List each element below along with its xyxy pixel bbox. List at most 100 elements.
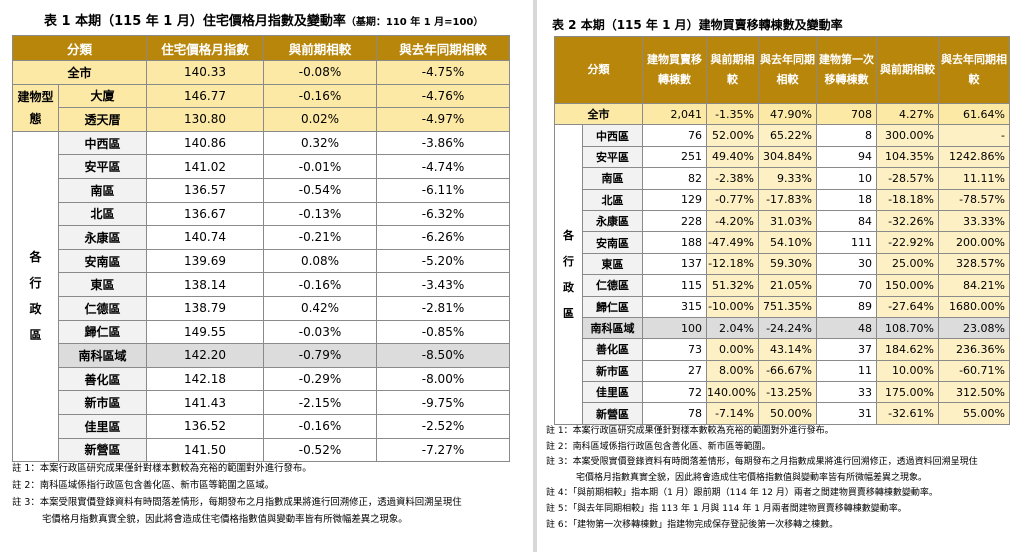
value-cell: 70	[816, 274, 877, 297]
value-cell: 52.00%	[706, 124, 759, 147]
building-transfer-table: 分類 建物買賣移轉棟數 與前期相較 與去年同期相較 建物第一次移轉棟數 與前期相…	[554, 36, 1010, 425]
district-row: 仁德區 115 51.32% 21.05% 70 150.00% 84.21%	[555, 274, 1010, 297]
footnote: 註 2：南科區域係指行政區包含善化區、新市區等範圍之區域。	[12, 480, 275, 491]
building-group-label: 建物型態	[12, 83, 59, 132]
district-row: 安平區 141.02 -0.01% -4.74%	[13, 154, 511, 179]
value-cell: 23.08%	[938, 316, 1010, 340]
table1-header-row: 分類 住宅價格月指數 與前期相較 與去年同期相較	[11, 35, 511, 61]
table1-base-text: （基期：110 年 1 月=100）	[345, 17, 484, 28]
value-cell: 304.84%	[758, 145, 817, 169]
value-cell: 751.35%	[758, 295, 817, 318]
row-label: 南科區域	[582, 316, 643, 340]
yoy-cell: -4.74%	[376, 154, 511, 179]
header-first-yoy: 與去年同期相較	[938, 36, 1010, 104]
value-cell: 140.00%	[706, 381, 759, 404]
district-row: 南科區域 142.20 -0.79% -8.50%	[13, 343, 511, 368]
yoy-cell: -0.85%	[376, 319, 511, 345]
header-yoy: 與去年同期相較	[376, 35, 511, 61]
index-cell: 140.74	[146, 225, 265, 250]
value-cell: 65.22%	[758, 124, 817, 147]
yoy-cell: -4.97%	[376, 107, 511, 132]
value-cell: 49.40%	[706, 145, 759, 169]
header-transfer: 建物買賣移轉棟數	[642, 36, 707, 104]
row-label: 全市	[11, 60, 148, 85]
value-cell: 54.10%	[758, 231, 817, 254]
value-cell: 300.00%	[876, 124, 939, 147]
index-cell: 138.79	[146, 295, 265, 321]
yoy-cell: -8.00%	[376, 366, 511, 392]
value-cell: 55.00%	[938, 402, 1010, 425]
row-label: 永康區	[582, 209, 643, 233]
district-row: 各行政區 中西區 76 52.00% 65.22% 8 300.00% -	[554, 124, 1010, 425]
yoy-cell: -2.52%	[376, 413, 511, 439]
value-cell: 72	[642, 381, 707, 404]
district-row: 各行政區 中西區 140.86 0.32% -3.86%	[12, 130, 511, 463]
value-cell: 100	[642, 316, 707, 340]
district-row: 安南區 139.69 0.08% -5.20%	[13, 248, 511, 274]
prev-cell: 0.32%	[263, 130, 378, 156]
value-cell: 184.62%	[876, 338, 939, 361]
value-cell: 11	[816, 359, 877, 383]
index-cell: 139.69	[146, 248, 265, 274]
row-label: 中西區	[582, 124, 643, 147]
value-cell: 0.00%	[706, 338, 759, 361]
row-label: 善化區	[582, 338, 643, 361]
value-cell: 1242.86%	[938, 145, 1010, 169]
row-label: 北區	[582, 188, 643, 211]
value-cell: -24.24%	[758, 316, 817, 340]
row-label: 佳里區	[582, 381, 643, 404]
district-row: 歸仁區 149.55 -0.03% -0.85%	[13, 319, 511, 345]
row-label: 安南區	[582, 231, 643, 254]
prev-cell: -0.08%	[263, 60, 378, 85]
row-label: 永康區	[57, 225, 148, 250]
district-row: 善化區 73 0.00% 43.14% 37 184.62% 236.36%	[555, 338, 1010, 361]
district-row: 善化區 142.18 -0.29% -8.00%	[13, 366, 511, 392]
row-label: 大廈	[57, 83, 148, 109]
yoy-cell: -7.27%	[376, 437, 511, 463]
value-cell: 2.04%	[706, 316, 759, 340]
table1-title: 表 1 本期（115 年 1 月）住宅價格月指數及變動率（基期：110 年 1 …	[44, 10, 483, 29]
value-cell: -4.20%	[706, 209, 759, 233]
district-row: 新營區 78 -7.14% 50.00% 31 -32.61% 55.00%	[555, 402, 1010, 425]
value-cell: -60.71%	[938, 359, 1010, 383]
yoy-cell: -3.86%	[376, 130, 511, 156]
table1-panel: 表 1 本期（115 年 1 月）住宅價格月指數及變動率（基期：110 年 1 …	[11, 10, 511, 525]
district-row: 安南區 188 -47.49% 54.10% 111 -22.92% 200.00%	[555, 231, 1010, 254]
footnote: 註 5：「與去年同期相較」指 113 年 1 月與 114 年 1 月兩者間建物…	[546, 503, 907, 514]
prev-cell: -0.16%	[263, 272, 378, 297]
index-cell: 130.80	[146, 107, 265, 132]
yoy-cell: -6.26%	[376, 225, 511, 250]
value-cell: -28.57%	[876, 167, 939, 190]
row-label: 新營區	[57, 437, 148, 463]
table1-total-row: 全市 140.33 -0.08% -4.75%	[11, 60, 511, 85]
value-cell: 89	[816, 295, 877, 318]
value-cell: 104.35%	[876, 145, 939, 169]
value-cell: 111	[816, 231, 877, 254]
index-cell: 141.50	[146, 437, 265, 463]
value-cell: -66.67%	[758, 359, 817, 383]
header-first-transfer: 建物第一次移轉棟數	[816, 36, 877, 104]
value-cell: -18.18%	[876, 188, 939, 211]
prev-cell: -0.54%	[263, 177, 378, 203]
value-cell: 9.33%	[758, 167, 817, 190]
index-cell: 136.57	[146, 177, 265, 203]
prev-cell: -0.16%	[263, 83, 378, 109]
header-category: 分類	[554, 36, 643, 104]
value-cell: 50.00%	[758, 402, 817, 425]
yoy-cell: -3.43%	[376, 272, 511, 297]
value-cell: -78.57%	[938, 188, 1010, 211]
value-cell: 31	[816, 402, 877, 425]
row-label: 仁德區	[582, 274, 643, 297]
footnote: 註 2：南科區域係指行政區包含善化區、新市區等範圍。	[546, 441, 771, 452]
value-cell: 137	[642, 252, 707, 276]
value-cell: -32.61%	[876, 402, 939, 425]
panel-divider	[533, 0, 537, 552]
yoy-cell: -6.11%	[376, 177, 511, 203]
value-cell: 25.00%	[876, 252, 939, 276]
value-cell: -12.18%	[706, 252, 759, 276]
value-cell: -32.26%	[876, 209, 939, 233]
value-cell: 175.00%	[876, 381, 939, 404]
row-label: 歸仁區	[582, 295, 643, 318]
prev-cell: -0.21%	[263, 225, 378, 250]
header-index: 住宅價格月指數	[146, 35, 265, 61]
